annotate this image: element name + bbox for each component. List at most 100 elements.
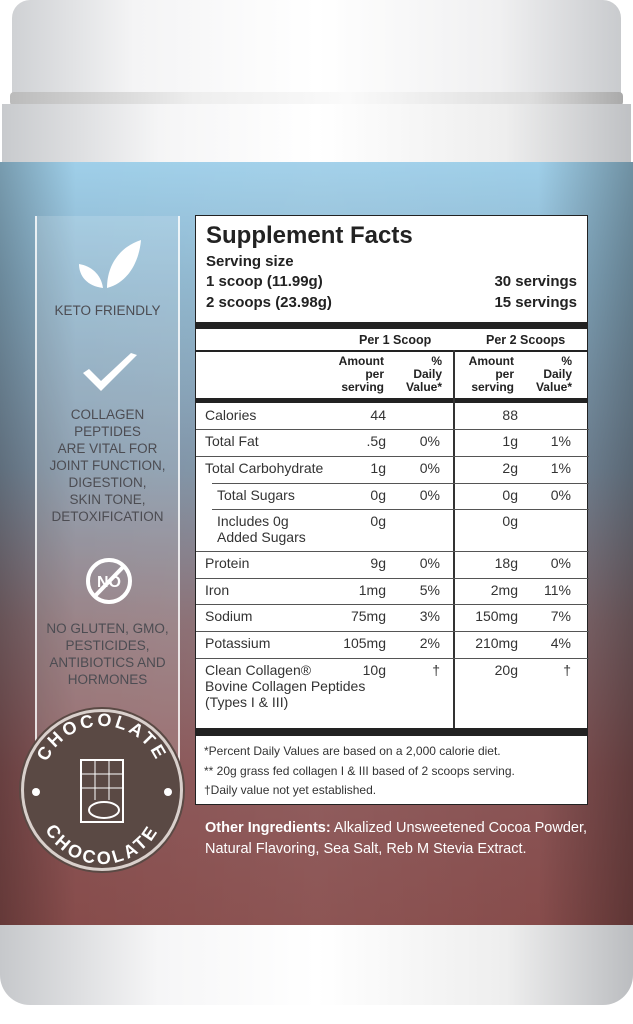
daily-value-2-scoops: 11% xyxy=(544,582,571,598)
row-divider xyxy=(196,658,589,659)
nutrient-label: Total Fat xyxy=(205,433,259,449)
jar-lid xyxy=(12,0,621,100)
group-header-1: Per 1 Scoop xyxy=(359,333,432,347)
benefit-line: ARE VITAL FOR xyxy=(57,441,158,456)
amount-1-scoop: 75mg xyxy=(350,608,386,624)
daily-value-1-scoop: 0% xyxy=(419,487,440,503)
amount-1-scoop: 9g xyxy=(370,555,386,571)
daily-value-header: Value* xyxy=(535,380,572,394)
row-divider xyxy=(196,429,589,430)
footnote: *Percent Daily Values are based on a 2,0… xyxy=(204,744,501,758)
footnote: ** 20g grass fed collagen I & III based … xyxy=(204,763,515,778)
other-ingredients-label: Other Ingredients: xyxy=(205,820,331,836)
collagen-benefits: COLLAGEN PEPTIDES ARE VITAL FOR JOINT FUNCT… xyxy=(37,406,178,525)
free-from-list: NO GLUTEN, GMO, PESTICIDES, ANTIBIOTICS AN… xyxy=(37,620,178,688)
daily-value-header: Value* xyxy=(405,380,442,394)
amount-2-scoops: 2mg xyxy=(490,582,518,598)
amount-1-scoop: 44 xyxy=(370,407,386,423)
divider xyxy=(196,350,587,352)
nutrient-label: Sodium xyxy=(205,608,253,624)
amount-per-serving-header: per xyxy=(365,367,384,381)
free-from-line: NO GLUTEN, GMO, xyxy=(46,621,169,636)
nutrient-label: Added Sugars xyxy=(217,529,306,545)
jar-neck xyxy=(2,104,631,164)
benefit-line: JOINT FUNCTION, xyxy=(49,458,166,473)
amount-2-scoops: 1g xyxy=(502,433,518,449)
row-divider xyxy=(196,578,589,579)
amount-2-scoops: 150mg xyxy=(475,608,518,624)
row-divider xyxy=(196,631,589,632)
amount-2-scoops: 88 xyxy=(502,407,518,423)
amount-2-scoops: 18g xyxy=(494,555,518,571)
nutrient-label: Clean Collagen® xyxy=(205,662,312,678)
row-divider xyxy=(196,551,589,552)
row-divider xyxy=(212,483,589,484)
amount-per-serving-header: serving xyxy=(471,380,514,394)
daily-value-1-scoop: 3% xyxy=(419,608,440,624)
footnotes: *Percent Daily Values are based on a 2,0… xyxy=(204,742,515,801)
amount-per-serving-header: Amount xyxy=(338,354,384,368)
benefit-line: DIGESTION, xyxy=(68,475,147,490)
daily-value-1-scoop: 5% xyxy=(419,582,440,598)
svg-text:CHOCOLATE: CHOCOLATE xyxy=(41,821,162,868)
daily-value-2-scoops: 0% xyxy=(550,487,571,503)
daily-value-2-scoops: 4% xyxy=(550,635,571,651)
divider xyxy=(196,728,587,736)
leaf-icon xyxy=(79,240,141,288)
amount-2-scoops: 2g xyxy=(502,460,518,476)
amount-per-serving-header: serving xyxy=(341,380,384,394)
amount-1-scoop: 0g xyxy=(370,513,386,529)
amount-2-scoops: 0g xyxy=(502,513,518,529)
free-from-line: HORMONES xyxy=(67,672,148,687)
amount-1-scoop: 1g xyxy=(370,460,386,476)
daily-value-1-scoop: 0% xyxy=(419,460,440,476)
lid-rim xyxy=(10,92,623,106)
daily-value-2-scoops: 7% xyxy=(550,608,571,624)
nutrient-label: Includes 0g xyxy=(217,513,289,529)
benefit-line: PEPTIDES xyxy=(74,424,141,439)
other-ingredients: Other Ingredients: Alkalized Unsweetened… xyxy=(205,818,590,860)
serving-1-count: 30 servings xyxy=(494,273,577,290)
supplement-facts-panel: Supplement Facts Serving size 1 scoop (1… xyxy=(195,215,589,805)
nutrient-label: Protein xyxy=(205,555,250,571)
daily-value-2-scoops: 1% xyxy=(550,433,571,449)
serving-2-count: 15 servings xyxy=(494,294,577,311)
no-symbol-icon: NO xyxy=(86,558,132,604)
daily-value-2-scoops: 0% xyxy=(550,555,571,571)
group-header-2: Per 2 Scoops xyxy=(486,333,566,347)
chocolate-flavor-badge: CHOCOLATE CHOCOLATE xyxy=(21,709,183,871)
free-from-line: ANTIBIOTICS AND xyxy=(49,655,166,670)
nutrient-label: Total Carbohydrate xyxy=(205,460,324,476)
amount-1-scoop: 105mg xyxy=(343,635,386,651)
free-from-line: PESTICIDES, xyxy=(65,638,150,653)
jar-base xyxy=(0,925,633,1005)
svg-text:CHOCOLATE: CHOCOLATE xyxy=(33,712,172,764)
keto-label: KETO FRIENDLY xyxy=(54,303,161,318)
daily-value-header: Daily xyxy=(543,367,572,381)
amount-per-serving-header: per xyxy=(495,367,514,381)
daily-value-header: % xyxy=(431,354,442,368)
amount-1-scoop: 0g xyxy=(370,487,386,503)
row-divider xyxy=(196,604,589,605)
checkmark-icon xyxy=(83,353,137,391)
nutrient-label: Total Sugars xyxy=(217,487,295,503)
benefit-line: SKIN TONE, xyxy=(69,492,146,507)
serving-2-size: 2 scoops (23.98g) xyxy=(206,294,332,311)
amount-per-serving-header: Amount xyxy=(468,354,514,368)
row-divider xyxy=(212,509,589,510)
daily-value-header: Daily xyxy=(413,367,442,381)
divider xyxy=(196,398,587,403)
daily-value-1-scoop: † xyxy=(432,662,440,678)
amount-2-scoops: 210mg xyxy=(475,635,518,651)
benefit-line: DETOXIFICATION xyxy=(51,509,164,524)
svg-text:NO: NO xyxy=(97,574,121,591)
serving-1-size: 1 scoop (11.99g) xyxy=(206,273,323,290)
amount-2-scoops: 20g xyxy=(494,662,518,678)
daily-value-1-scoop: 2% xyxy=(419,635,440,651)
serving-size-label: Serving size xyxy=(206,253,294,270)
amount-1-scoop: 10g xyxy=(362,662,386,678)
daily-value-2-scoops: 1% xyxy=(550,460,571,476)
nutrient-label: Potassium xyxy=(205,635,271,651)
daily-value-1-scoop: 0% xyxy=(419,555,440,571)
nutrient-label: Iron xyxy=(205,582,230,598)
